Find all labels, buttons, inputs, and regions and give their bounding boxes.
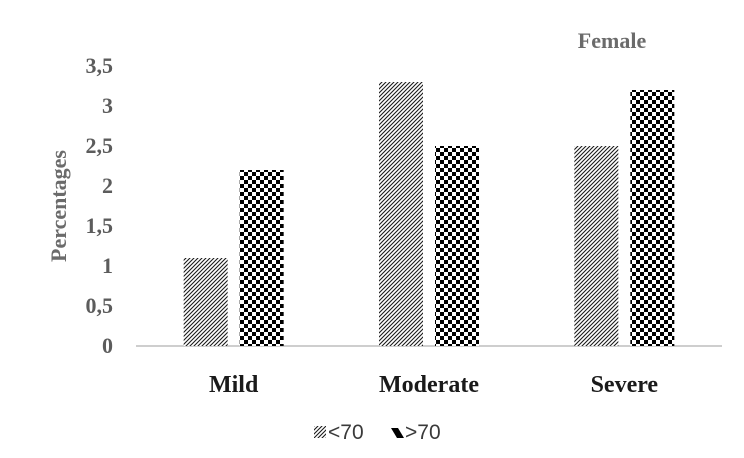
bar-severe-series-1: [574, 146, 619, 346]
legend-swatch-over-70: [391, 428, 404, 438]
x-tick-label: Moderate: [379, 372, 479, 398]
y-tick-label: 1,5: [86, 213, 114, 238]
legend-label-under-70: <70: [328, 421, 364, 444]
x-tick-labels: Mild Moderate Severe: [209, 372, 658, 398]
bar-moderate-series-1: [379, 82, 423, 346]
x-tick-label: Severe: [591, 372, 659, 398]
y-tick-label: 2,5: [86, 133, 114, 158]
y-tick-label: 0: [102, 333, 113, 358]
bars: [183, 82, 675, 346]
y-tick-label: 2: [102, 173, 113, 198]
y-tick-labels: 0 0,5 1 1,5 2 2,5 3 3,5: [86, 53, 114, 358]
legend-item-over-70: >70: [391, 421, 441, 444]
y-tick-label: 0,5: [86, 293, 114, 318]
bar-severe-series-2: [630, 90, 675, 346]
y-tick-label: 1: [102, 253, 113, 278]
bar-mild-series-2: [239, 170, 284, 346]
legend-item-under-70: <70: [314, 421, 364, 444]
legend-swatch-under-70: [314, 426, 326, 438]
x-tick-label: Mild: [209, 372, 259, 398]
bar-mild-series-1: [183, 258, 228, 346]
bar-moderate-series-2: [435, 146, 479, 346]
legend: <70 >70: [314, 421, 441, 444]
chart-title: Female: [578, 28, 647, 53]
y-axis-label: Percentages: [46, 150, 71, 262]
y-tick-label: 3,5: [86, 53, 114, 78]
y-tick-label: 3: [102, 93, 113, 118]
legend-label-over-70: >70: [405, 421, 441, 444]
